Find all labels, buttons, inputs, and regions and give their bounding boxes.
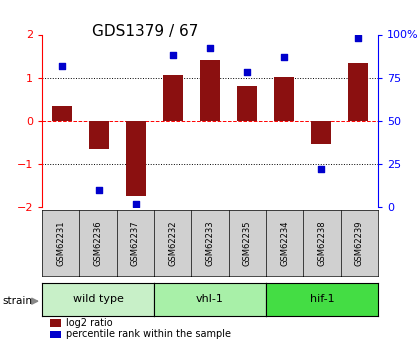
Point <box>318 166 324 172</box>
Point <box>354 35 361 41</box>
Point <box>59 63 66 68</box>
Bar <box>126 121 146 196</box>
Bar <box>52 106 73 121</box>
Text: percentile rank within the sample: percentile rank within the sample <box>66 329 231 339</box>
Text: GSM62234: GSM62234 <box>280 220 289 266</box>
Point <box>133 201 139 206</box>
Point <box>207 46 213 51</box>
Text: log2 ratio: log2 ratio <box>66 318 113 328</box>
Point <box>281 54 287 60</box>
Bar <box>89 121 109 149</box>
Bar <box>347 62 368 121</box>
Text: hif-1: hif-1 <box>310 294 334 304</box>
Bar <box>274 77 294 121</box>
Bar <box>163 76 183 121</box>
Text: GSM62232: GSM62232 <box>168 220 177 266</box>
Text: GSM62238: GSM62238 <box>318 220 326 266</box>
Text: GSM62233: GSM62233 <box>205 220 215 266</box>
Bar <box>237 86 257 121</box>
Text: GDS1379 / 67: GDS1379 / 67 <box>92 24 199 39</box>
Bar <box>200 60 220 121</box>
Point <box>170 52 176 58</box>
Text: GSM62237: GSM62237 <box>131 220 140 266</box>
Text: GSM62239: GSM62239 <box>355 220 364 266</box>
Point <box>96 187 102 193</box>
Bar <box>311 121 331 145</box>
Text: vhl-1: vhl-1 <box>196 294 224 304</box>
Text: GSM62231: GSM62231 <box>56 220 65 266</box>
Text: wild type: wild type <box>73 294 123 304</box>
Text: GSM62236: GSM62236 <box>94 220 102 266</box>
Text: GSM62235: GSM62235 <box>243 220 252 266</box>
Text: strain: strain <box>2 296 32 306</box>
Point <box>244 70 250 75</box>
